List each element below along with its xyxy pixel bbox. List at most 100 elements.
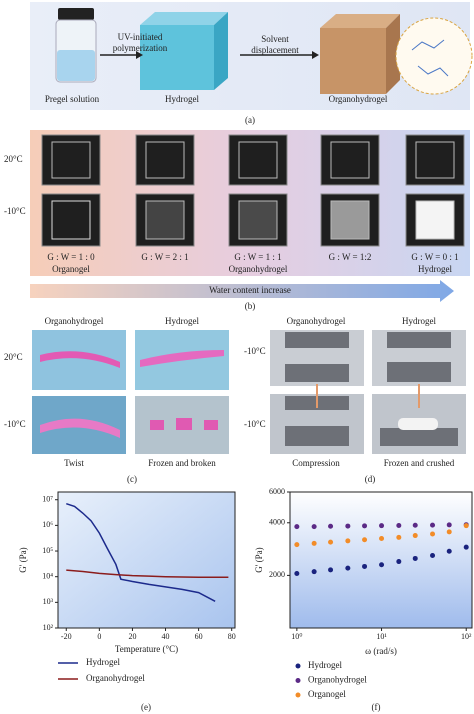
press-plate <box>387 362 451 382</box>
molecule <box>411 39 449 77</box>
y-tick-label: 10⁷ <box>42 495 53 504</box>
gel-squares <box>51 141 455 240</box>
y-tick-label: 6000 <box>269 487 285 496</box>
item-label: Pregel solution <box>45 94 100 104</box>
gel-piece <box>150 420 164 430</box>
gel <box>238 141 278 179</box>
photo <box>41 193 101 247</box>
point <box>396 559 402 565</box>
column-header: Hydrogel <box>165 316 199 326</box>
x-tick-label: -20 <box>61 632 72 641</box>
item-label: Organohydrogel <box>329 94 388 104</box>
y-tick-label: 4000 <box>269 518 285 527</box>
press-plate <box>285 332 349 348</box>
panel-b: 20°C -10°C G : W = 1 : 0 G : W = 2 : 1 G… <box>4 130 470 311</box>
panel-label: (f) <box>372 702 381 712</box>
panel-label: (e) <box>141 702 151 712</box>
line <box>66 502 216 602</box>
caption: Compression <box>292 458 340 468</box>
arrowhead <box>136 51 143 59</box>
cube-side <box>214 12 228 90</box>
press-plate <box>380 428 458 446</box>
legend-label: Organohydrogel <box>86 673 145 683</box>
group-label: Organohydrogel <box>229 264 288 274</box>
point <box>345 565 351 571</box>
point <box>345 538 351 544</box>
x-tick-label: 10¹ <box>376 632 387 641</box>
legend-label: Organohydrogel <box>308 675 367 685</box>
legend-label: Hydrogel <box>86 657 120 667</box>
vial-liquid <box>57 50 95 81</box>
ratio-label: G : W = 2 : 1 <box>141 252 188 262</box>
point <box>294 571 300 577</box>
cube-side <box>386 14 400 94</box>
point <box>294 524 300 530</box>
axes-frame <box>289 491 473 629</box>
point <box>396 522 402 528</box>
point <box>379 536 385 542</box>
x-tick-label: 10⁰ <box>291 632 302 641</box>
gel <box>415 200 455 240</box>
row-label: -10°C <box>4 419 26 429</box>
panel-c: Organohydrogel Hydrogel 20°C -10°C Twist… <box>4 316 229 484</box>
panel-label: (c) <box>127 474 137 484</box>
column-header: Organohydrogel <box>45 316 104 326</box>
gel-piece <box>204 420 218 430</box>
step-label: polymerization <box>113 43 168 53</box>
point <box>463 544 469 550</box>
panel-label: (d) <box>365 474 376 484</box>
row-label: 20°C <box>4 154 23 164</box>
vial-cap <box>58 8 94 20</box>
ratio-label: G : W = 1:2 <box>329 252 372 262</box>
water-arrow <box>30 280 454 302</box>
press-plate <box>285 364 349 382</box>
x-tick-label: 40 <box>162 632 170 641</box>
press-plate <box>387 332 451 348</box>
x-tick-label: 80 <box>228 632 236 641</box>
ratio-label: G : W = 1 : 0 <box>47 252 95 262</box>
y-tick-label: 2000 <box>269 570 285 579</box>
x-axis-label: Temperature (°C) <box>115 644 178 654</box>
organohydrogel-cube <box>320 28 386 94</box>
gel <box>415 141 455 179</box>
x-tick-label: 0 <box>97 632 101 641</box>
ratio-label: G : W = 1 : 1 <box>234 252 281 262</box>
panel-label: (b) <box>245 301 256 311</box>
point <box>396 534 402 540</box>
row-label: -10°C <box>244 346 266 356</box>
gel-piece <box>176 418 192 430</box>
gel <box>330 141 370 179</box>
axes-frame <box>57 491 236 629</box>
point <box>379 562 385 568</box>
x-axis-label: ω (rad/s) <box>365 646 397 656</box>
y-tick-label: 10⁵ <box>42 546 53 555</box>
y-tick-label: 10² <box>43 623 54 632</box>
y-tick-label: 10⁶ <box>42 520 53 529</box>
point <box>430 552 436 558</box>
gel <box>238 200 278 240</box>
legend-label: Hydrogel <box>308 660 342 670</box>
cube-top <box>320 14 400 28</box>
gel-strip <box>40 351 120 368</box>
point <box>446 529 452 535</box>
point <box>430 531 436 537</box>
gel <box>330 200 370 240</box>
point <box>412 533 418 539</box>
hydrogel-cube <box>140 25 214 90</box>
gel <box>145 141 185 179</box>
item-label: Hydrogel <box>165 94 199 104</box>
y-axis-label: G' (Pa) <box>254 547 264 572</box>
gel <box>51 200 91 240</box>
ratio-label: G : W = 0 : 1 <box>411 252 458 262</box>
gel <box>51 141 91 179</box>
point <box>345 523 351 529</box>
panel-d: Organohydrogel Hydrogel -10°C -10°C Comp… <box>244 316 466 484</box>
gel-strip <box>40 418 120 438</box>
point <box>362 523 368 529</box>
point <box>412 555 418 561</box>
molecule-zoom <box>395 17 473 95</box>
cube-top <box>140 12 228 25</box>
plot-background <box>290 492 472 628</box>
panel-a: UV-initiated polymerization Solvent disp… <box>30 2 473 125</box>
